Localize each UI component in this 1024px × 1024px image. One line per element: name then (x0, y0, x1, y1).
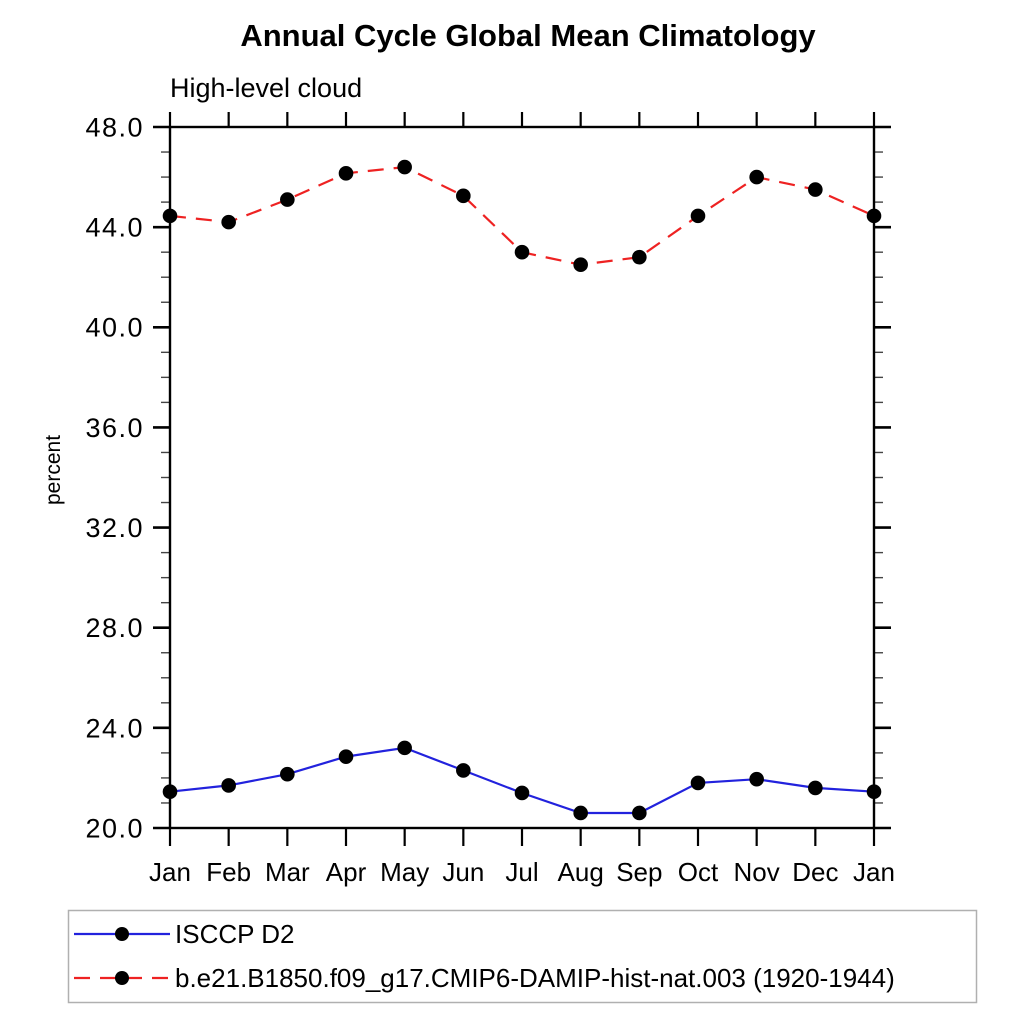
plot-area: 20.0 24.0 28.0 32.0 36.0 40.0 44.0 48.0 Jan Feb Ma… (85, 112, 895, 887)
x-tick-label: Jan (149, 857, 191, 887)
plot-frame (168, 125, 876, 830)
x-tick-label: May (380, 857, 429, 887)
data-point-series-0 (162, 784, 178, 799)
x-tick-label: Jul (505, 857, 538, 887)
data-point-series-0 (514, 785, 530, 801)
data-point-series-1 (573, 257, 588, 272)
data-point-series-0 (221, 778, 236, 793)
data-point-series-1 (514, 244, 530, 260)
data-point-series-0 (749, 771, 764, 787)
data-point-series-0 (280, 766, 295, 782)
x-tick-label: Jun (442, 857, 484, 887)
y-tick-label: 28.0 (85, 613, 144, 643)
legend-marker-icon (115, 927, 129, 941)
x-tick-label: Sep (616, 857, 662, 887)
x-tick-label: Jan (853, 857, 895, 887)
data-point-series-1 (866, 208, 882, 224)
x-tick-label: Oct (678, 857, 719, 887)
data-point-series-1 (338, 166, 354, 181)
chart-title: Annual Cycle Global Mean Climatology (240, 18, 816, 53)
x-tick-label: Dec (792, 857, 838, 887)
data-point-series-0 (690, 775, 706, 791)
data-point-series-1 (808, 182, 823, 197)
data-point-series-1 (749, 169, 764, 185)
data-point-series-1 (280, 192, 295, 207)
data-point-series-1 (397, 159, 412, 175)
legend: ISCCP D2 b.e21.B1850.f09_g17.CMIP6-DAMIP… (67, 909, 978, 1004)
x-tick-label: Mar (265, 857, 310, 887)
x-tick-label: Nov (734, 857, 780, 887)
y-tick-label: 24.0 (85, 713, 144, 743)
data-point-series-1 (690, 208, 706, 224)
y-tick-label: 48.0 (85, 112, 144, 142)
y-tick-label: 32.0 (85, 513, 144, 543)
data-point-series-1 (162, 208, 178, 224)
data-point-series-0 (632, 805, 647, 821)
legend-marker-icon (115, 971, 129, 985)
series-line-0 (169, 746, 875, 815)
x-tick-label: Aug (558, 857, 604, 887)
legend-label-isccp-d2: ISCCP D2 (175, 919, 294, 949)
legend-box (67, 909, 978, 1004)
y-tick-label: 20.0 (85, 813, 144, 843)
y-tick-label: 40.0 (85, 313, 144, 343)
data-point-series-0 (808, 780, 823, 796)
chart-subtitle: High-level cloud (170, 73, 362, 103)
y-tick-label: 36.0 (85, 413, 144, 443)
data-point-series-1 (456, 188, 471, 204)
legend-label-model-run: b.e21.B1850.f09_g17.CMIP6-DAMIP-hist-nat… (175, 963, 895, 993)
x-tick-label: Feb (206, 857, 251, 887)
data-point-series-0 (866, 784, 882, 799)
data-point-series-0 (338, 749, 354, 764)
data-point-series-0 (397, 740, 412, 756)
data-point-series-1 (632, 249, 647, 265)
data-point-series-0 (573, 805, 588, 821)
data-point-series-0 (456, 763, 471, 778)
x-tick-label: Apr (326, 857, 367, 887)
y-axis-label: percent (42, 435, 65, 505)
y-tick-label: 44.0 (85, 213, 144, 243)
data-point-series-1 (221, 214, 236, 230)
